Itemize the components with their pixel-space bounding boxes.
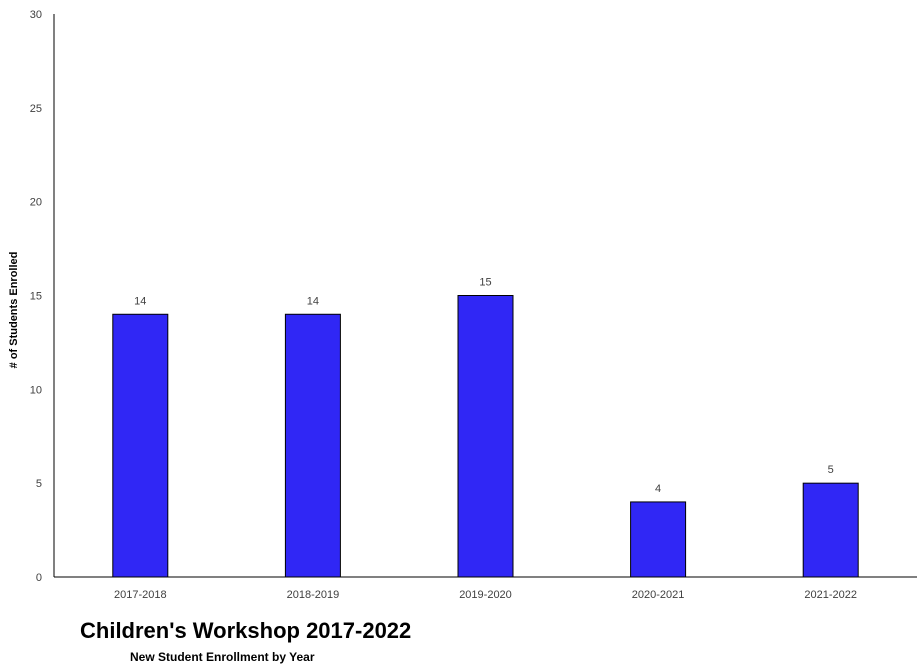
x-tick-label: 2017-2018 (114, 589, 167, 601)
chart-title: Children's Workshop 2017-2022 (80, 618, 412, 643)
y-tick-label: 5 (36, 478, 42, 490)
y-axis-ticks: 0 5 10 15 20 25 30 (30, 9, 42, 584)
bar-value-label: 15 (479, 277, 491, 289)
bar (457, 295, 514, 578)
y-tick-label: 15 (30, 291, 42, 303)
y-tick-label: 25 (30, 103, 42, 115)
bar-value-label: 14 (134, 295, 146, 307)
y-tick-label: 0 (36, 572, 42, 584)
x-tick-label: 2020-2021 (632, 589, 685, 601)
y-tick-label: 10 (30, 384, 42, 396)
bar-value-label: 14 (307, 295, 319, 307)
chart-subtitle: New Student Enrollment by Year (130, 650, 315, 664)
bar (284, 313, 341, 578)
bar (802, 482, 859, 578)
x-axis-ticks: 2017-2018 2018-2019 2019-2020 2020-2021 2021… (114, 589, 857, 601)
bars-group: 14 14 15 4 5 (112, 277, 859, 578)
y-tick-label: 30 (30, 9, 42, 21)
x-tick-label: 2021-2022 (804, 589, 857, 601)
bar-value-label: 4 (655, 483, 661, 495)
y-tick-label: 20 (30, 197, 42, 209)
bar (112, 313, 169, 578)
y-axis-title: # of Students Enrolled (8, 252, 20, 369)
bar-value-label: 5 (828, 464, 834, 476)
x-tick-label: 2018-2019 (287, 589, 340, 601)
bar (630, 501, 687, 578)
x-tick-label: 2019-2020 (459, 589, 512, 601)
